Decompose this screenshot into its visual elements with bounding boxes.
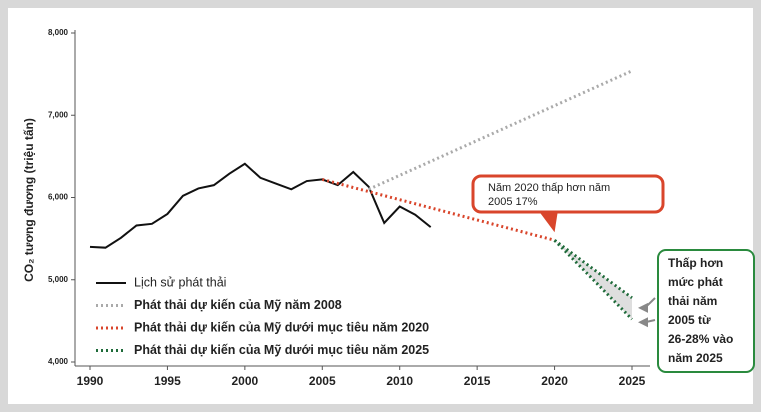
legend-label: Phát thải dự kiến của Mỹ dưới mục tiêu n…: [134, 343, 429, 357]
callout-text: 2005 từ: [668, 313, 711, 327]
x-tick-label: 1995: [154, 374, 181, 388]
callout-text: Năm 2020 thấp hơn năm: [488, 182, 610, 194]
legend-label: Lịch sử phát thải: [134, 275, 226, 289]
callout-text: 26-28% vào: [668, 332, 733, 346]
x-tick-label: 2000: [232, 374, 259, 388]
x-tick-label: 2025: [619, 374, 646, 388]
x-tick-label: 2010: [386, 374, 413, 388]
series-line: [89, 162, 432, 249]
legend-label: Phát thải dự kiến của Mỹ năm 2008: [134, 298, 342, 312]
y-tick-label: 8,000: [48, 28, 69, 37]
pointer-head: [638, 317, 648, 328]
callout-text: 2005 17%: [488, 196, 538, 208]
callout-text: Thấp hơn: [668, 256, 723, 270]
x-tick-label: 2015: [464, 374, 491, 388]
pointer-head: [638, 302, 648, 313]
legend-label: Phát thải dự kiến của Mỹ dưới mục tiêu n…: [134, 320, 429, 334]
y-axis-label: CO₂ tương đương (triệu tấn): [22, 118, 36, 282]
x-tick-label: 2020: [541, 374, 568, 388]
series-line: [368, 69, 633, 191]
callout-text: năm 2025: [668, 351, 723, 365]
y-tick-label: 5,000: [48, 275, 69, 284]
y-tick-label: 4,000: [48, 357, 69, 366]
callout-arrow: [538, 210, 558, 233]
x-tick-label: 1990: [77, 374, 104, 388]
y-tick-label: 6,000: [48, 193, 69, 202]
callout-text: mức phát: [668, 275, 723, 289]
callout-box: [657, 249, 755, 373]
x-tick-label: 2005: [309, 374, 336, 388]
series-line: [321, 177, 555, 242]
y-tick-label: 7,000: [48, 110, 69, 119]
series-line: [553, 239, 633, 300]
callout-text: thải năm: [668, 294, 717, 308]
series-line: [553, 239, 634, 321]
callout-box: [471, 174, 665, 214]
